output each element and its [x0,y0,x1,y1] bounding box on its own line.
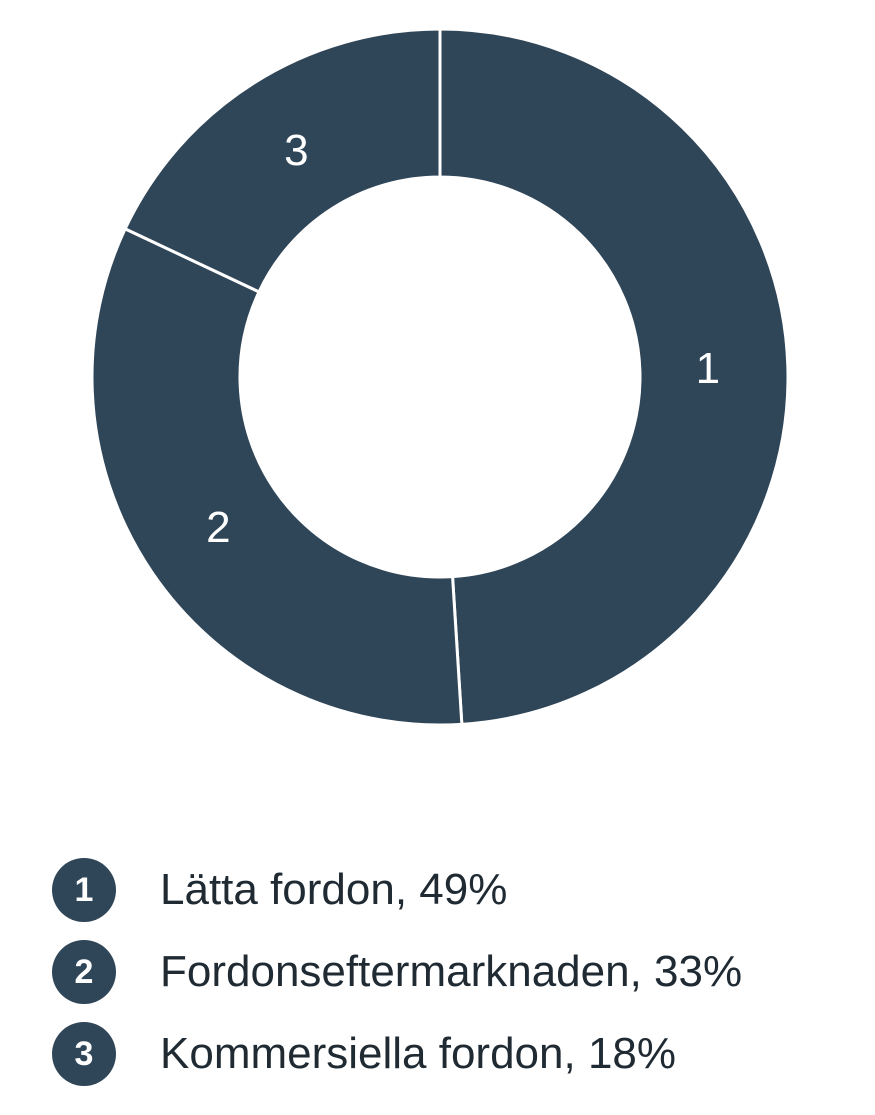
legend-label-3: Kommersiella fordon, 18% [160,1029,677,1078]
donut-chart: 1 2 3 [90,27,790,727]
donut-slice-label-2: 2 [206,503,230,552]
donut-slice-2 [90,226,464,727]
legend-item-3: 3 Kommersiella fordon, 18% [52,1022,742,1086]
donut-slice-label-3: 3 [284,126,308,175]
donut-slice-label-1: 1 [696,344,720,393]
legend-marker-2: 2 [52,940,116,1004]
legend-marker-1: 1 [52,858,116,922]
legend-marker-3: 3 [52,1022,116,1086]
donut-slice-1 [438,27,790,726]
legend-item-2: 2 Fordonseftermarknaden, 33% [52,940,742,1004]
donut-slice-labels: 1 2 3 [206,126,720,552]
legend-label-1: Lätta fordon, 49% [160,865,508,914]
legend: 1 Lätta fordon, 49% 2 Fordonseftermarkna… [52,858,742,1104]
legend-item-1: 1 Lätta fordon, 49% [52,858,742,922]
donut-slice-3 [123,27,442,294]
legend-label-2: Fordonseftermarknaden, 33% [160,947,743,996]
donut-slices [90,27,790,727]
